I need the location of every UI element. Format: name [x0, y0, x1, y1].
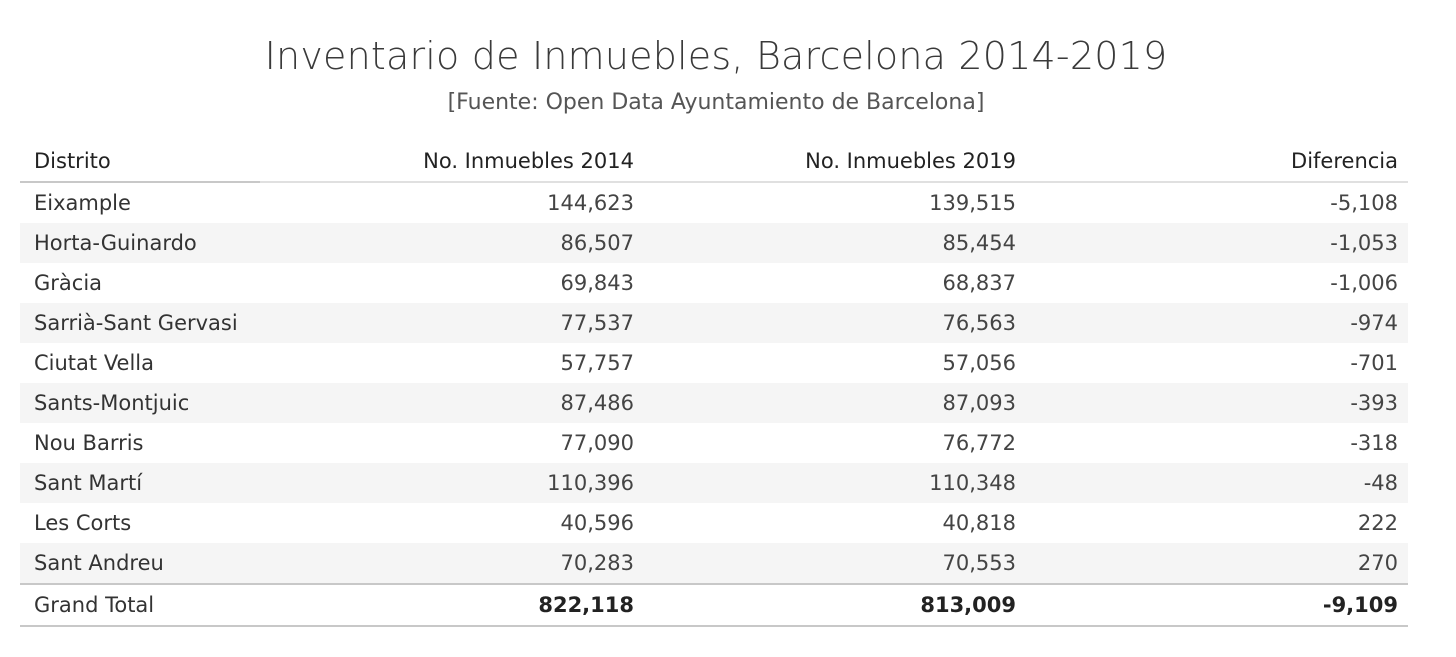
table-row: Sant Martí 110,396 110,348 -48	[20, 463, 1408, 503]
cell-2014: 57,757	[560, 351, 634, 375]
table-row: Sant Andreu 70,283 70,553 270	[20, 543, 1408, 583]
cell-diferencia: -318	[1350, 431, 1398, 455]
table-header: Distrito No. Inmuebles 2014 No. Inmueble…	[20, 140, 1408, 183]
header-divider	[20, 181, 260, 183]
cell-2014: 70,283	[560, 551, 634, 575]
table-row: Sants-Montjuic 87,486 87,093 -393	[20, 383, 1408, 423]
cell-2019: 68,837	[942, 271, 1016, 295]
cell-diferencia: -48	[1363, 471, 1398, 495]
cell-2019: 85,454	[942, 231, 1016, 255]
cell-2019: 87,093	[942, 391, 1016, 415]
cell-diferencia: -5,108	[1330, 191, 1398, 215]
table-row: Horta-Guinardo 86,507 85,454 -1,053	[20, 223, 1408, 263]
cell-diferencia: -974	[1350, 311, 1398, 335]
cell-distrito: Sant Martí	[34, 471, 143, 495]
header-distrito: Distrito	[34, 149, 111, 173]
cell-2019: 76,772	[942, 431, 1016, 455]
cell-2019: 70,553	[942, 551, 1016, 575]
cell-2019: 76,563	[942, 311, 1016, 335]
total-label: Grand Total	[34, 593, 155, 617]
cell-2019: 110,348	[929, 471, 1016, 495]
table-row: Ciutat Vella 57,757 57,056 -701	[20, 343, 1408, 383]
cell-diferencia: 222	[1357, 511, 1398, 535]
header-inmuebles-2019: No. Inmuebles 2019	[805, 149, 1016, 173]
header-diferencia: Diferencia	[1291, 149, 1398, 173]
cell-2014: 69,843	[560, 271, 634, 295]
cell-diferencia: -1,053	[1330, 231, 1398, 255]
total-diferencia: -9,109	[1322, 593, 1398, 617]
cell-2014: 77,090	[560, 431, 634, 455]
cell-distrito: Horta-Guinardo	[34, 231, 197, 255]
cell-distrito: Nou Barris	[34, 431, 144, 455]
table-row: Les Corts 40,596 40,818 222	[20, 503, 1408, 543]
cell-2019: 40,818	[942, 511, 1016, 535]
cell-2014: 144,623	[547, 191, 634, 215]
cell-distrito: Sants-Montjuic	[34, 391, 190, 415]
cell-diferencia: -1,006	[1330, 271, 1398, 295]
grand-total-row: Grand Total 822,118 813,009 -9,109	[20, 583, 1408, 627]
cell-2014: 86,507	[560, 231, 634, 255]
header-inmuebles-2014: No. Inmuebles 2014	[423, 149, 634, 173]
cell-distrito: Gràcia	[34, 271, 103, 295]
cell-distrito: Sarrià-Sant Gervasi	[34, 311, 238, 335]
cell-distrito: Les Corts	[34, 511, 132, 535]
cell-diferencia: 270	[1357, 551, 1398, 575]
header-divider-light	[260, 181, 1408, 183]
cell-distrito: Eixample	[34, 191, 131, 215]
cell-2014: 110,396	[547, 471, 634, 495]
cell-diferencia: -393	[1350, 391, 1398, 415]
cell-2014: 77,537	[560, 311, 634, 335]
cell-2014: 40,596	[560, 511, 634, 535]
table-row: Eixample 144,623 139,515 -5,108	[20, 183, 1408, 223]
cell-2019: 57,056	[942, 351, 1016, 375]
total-2014: 822,118	[538, 593, 634, 617]
table-row: Sarrià-Sant Gervasi 77,537 76,563 -974	[20, 303, 1408, 343]
cell-distrito: Ciutat Vella	[34, 351, 155, 375]
cell-2019: 139,515	[929, 191, 1016, 215]
data-table: Distrito No. Inmuebles 2014 No. Inmueble…	[20, 140, 1408, 627]
cell-distrito: Sant Andreu	[34, 551, 164, 575]
cell-2014: 87,486	[560, 391, 634, 415]
chart-subtitle: [Fuente: Open Data Ayuntamiento de Barce…	[447, 90, 985, 115]
table-row: Nou Barris 77,090 76,772 -318	[20, 423, 1408, 463]
table-row: Gràcia 69,843 68,837 -1,006	[20, 263, 1408, 303]
chart-title: Inventario de Inmuebles, Barcelona 2014-…	[264, 34, 1168, 78]
cell-diferencia: -701	[1350, 351, 1398, 375]
total-2019: 813,009	[920, 593, 1016, 617]
